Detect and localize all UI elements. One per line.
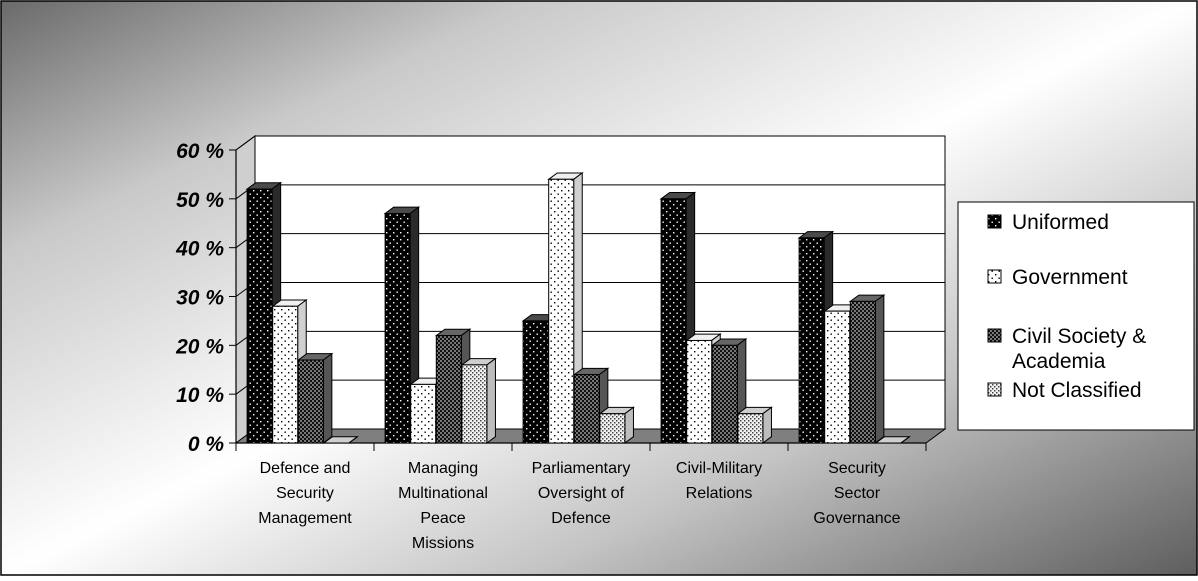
x-category-label: Missions bbox=[412, 535, 474, 552]
bar-not-classified-side bbox=[762, 406, 772, 444]
bar-civil-society-academia bbox=[435, 335, 462, 444]
bar-government bbox=[548, 178, 575, 444]
bar-government bbox=[824, 310, 851, 444]
x-category-label: Management bbox=[258, 510, 352, 527]
y-tick-label: 10 % bbox=[176, 384, 224, 407]
bar-government bbox=[410, 383, 437, 444]
x-category-label: Security bbox=[276, 485, 334, 502]
bar-not-classified-side bbox=[348, 436, 358, 444]
bar-civil-society-academia-side bbox=[874, 294, 885, 444]
legend-swatch-government bbox=[987, 269, 1002, 284]
x-category-label: Managing bbox=[408, 460, 478, 477]
legend-label: Academia bbox=[1012, 350, 1106, 373]
y-tick-label: 60 % bbox=[176, 140, 224, 163]
legend-label: Uniformed bbox=[1012, 211, 1109, 234]
y-tick-label: 20 % bbox=[175, 335, 224, 358]
bar-uniformed bbox=[246, 188, 273, 444]
bar-not-classified bbox=[599, 413, 626, 444]
legend-swatch-not-classified bbox=[987, 382, 1002, 397]
x-category-label: Relations bbox=[686, 485, 753, 502]
y-tick-label: 40 % bbox=[175, 238, 224, 261]
x-category-label: Parliamentary bbox=[532, 460, 631, 477]
x-category-label: Peace bbox=[420, 510, 465, 527]
bar-civil-society-academia bbox=[297, 359, 324, 444]
bar-not-classified bbox=[737, 413, 764, 444]
bar-government bbox=[272, 305, 299, 444]
x-category-label: Civil-Military bbox=[676, 460, 762, 477]
legend-label: Not Classified bbox=[1012, 379, 1142, 402]
bar-not-classified bbox=[461, 364, 488, 444]
bar-civil-society-academia-side bbox=[322, 352, 333, 444]
x-category-label: Security bbox=[828, 460, 886, 477]
bar-uniformed bbox=[522, 320, 549, 444]
bar-government bbox=[686, 339, 713, 444]
bar-civil-society-academia bbox=[573, 374, 600, 444]
y-tick-label: 0 % bbox=[188, 433, 225, 456]
bar-not-classified-side bbox=[486, 357, 496, 444]
legend-label: Civil Society & bbox=[1012, 325, 1146, 348]
x-category-label: Sector bbox=[834, 485, 881, 502]
legend-swatch-uniformed bbox=[987, 214, 1002, 229]
x-category-label: Governance bbox=[813, 510, 900, 527]
y-gridline bbox=[235, 135, 945, 151]
bar-not-classified-side bbox=[900, 436, 910, 444]
bar-uniformed bbox=[798, 237, 825, 444]
legend-label: Government bbox=[1012, 266, 1128, 289]
x-category-label: Oversight of bbox=[538, 485, 625, 502]
x-category-label: Multinational bbox=[398, 485, 488, 502]
x-category-label: Defence bbox=[551, 510, 611, 527]
bar-not-classified-side bbox=[624, 406, 634, 444]
x-category-label: Defence and bbox=[260, 460, 351, 477]
bar-uniformed bbox=[660, 198, 687, 444]
y-tick-label: 30 % bbox=[176, 287, 224, 310]
legend-swatch-civil-society-academia bbox=[987, 328, 1002, 343]
bar-civil-society-academia bbox=[711, 344, 738, 444]
bar-uniformed bbox=[384, 212, 411, 444]
bar-civil-society-academia bbox=[849, 300, 876, 444]
y-tick-label: 50 % bbox=[176, 189, 224, 212]
